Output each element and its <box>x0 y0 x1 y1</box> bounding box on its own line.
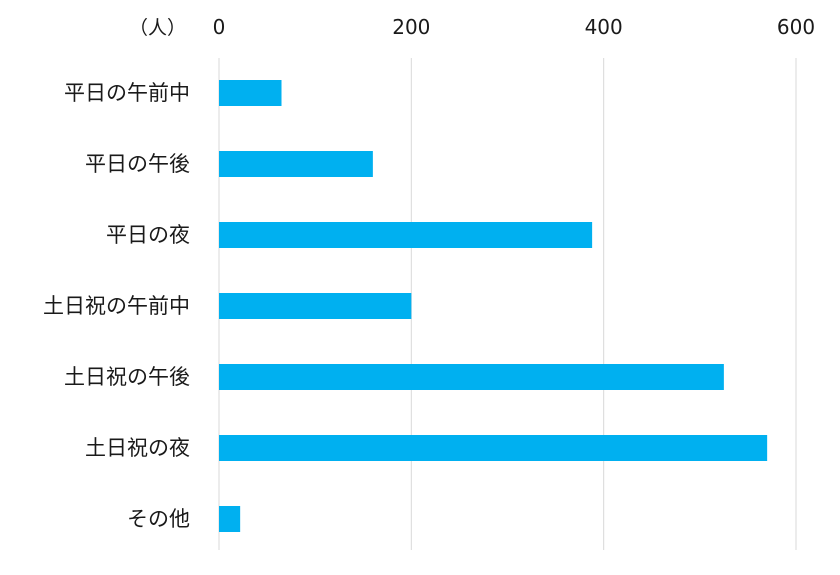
bar <box>219 506 241 532</box>
bar-layer <box>219 80 768 532</box>
x-tick-labels: 0 200 400 600 <box>213 15 815 39</box>
bar <box>219 364 724 390</box>
category-label: 土日祝の午前中 <box>43 294 190 318</box>
category-label: 平日の夜 <box>106 223 190 247</box>
bar <box>219 435 768 461</box>
category-label: 平日の午後 <box>85 152 190 176</box>
category-label: 土日祝の午後 <box>64 365 190 389</box>
x-tick-label: 200 <box>392 15 430 39</box>
category-label: その他 <box>127 507 190 531</box>
category-label: 土日祝の夜 <box>85 436 190 460</box>
category-label: 平日の午前中 <box>64 81 190 105</box>
unit-label: （人） <box>129 17 186 39</box>
bar <box>219 293 412 319</box>
bar <box>219 222 593 248</box>
x-tick-label: 400 <box>585 15 623 39</box>
bar <box>219 80 282 106</box>
x-tick-label: 600 <box>777 15 815 39</box>
bar <box>219 151 373 177</box>
x-tick-label: 0 <box>213 15 226 39</box>
